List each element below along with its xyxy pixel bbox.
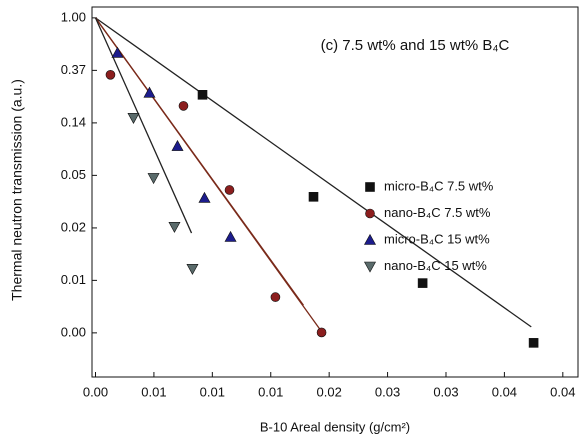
x-tick-label: 0.00: [83, 384, 108, 399]
y-axis-label: Thermal neutron transmission (a.u.): [9, 79, 25, 301]
point: [197, 90, 208, 100]
point: [143, 86, 156, 98]
point: [111, 46, 124, 58]
legend-label: nano-B₄C 7.5 wt%: [384, 205, 491, 220]
x-tick-label: 0.04: [492, 384, 517, 399]
y-tick-label: 0.02: [61, 219, 86, 234]
y-tick-label: 0.37: [61, 62, 86, 77]
y-tick-label: 0.00: [61, 324, 86, 339]
point: [127, 113, 140, 124]
x-tick-label: 0.03: [433, 384, 458, 399]
y-tick-label: 0.01: [61, 272, 86, 287]
point: [105, 70, 116, 80]
x-tick-label: 0.04: [550, 384, 575, 399]
fit-line: [94, 17, 193, 234]
x-tick-label: 0.01: [258, 384, 283, 399]
fit-line: [95, 17, 532, 328]
x-tick-label: 0.01: [141, 384, 166, 399]
legend-label: nano-B₄C 15 wt%: [384, 258, 487, 273]
legend-marker: [363, 233, 377, 245]
x-tick-label: 0.03: [375, 384, 400, 399]
x-tick-label: 0.02: [317, 384, 342, 399]
point: [168, 221, 181, 233]
point: [171, 139, 184, 151]
point: [224, 185, 235, 195]
point: [178, 101, 189, 111]
legend-label: micro-B₄C 15 wt%: [384, 231, 490, 246]
legend-marker: [365, 208, 375, 219]
point: [316, 327, 327, 338]
point: [186, 264, 199, 275]
point: [528, 338, 539, 348]
legend-marker: [363, 261, 377, 273]
point: [308, 192, 319, 202]
point: [417, 278, 428, 288]
point: [270, 292, 281, 302]
x-tick-label: 0.01: [200, 384, 225, 399]
legend-marker: [365, 182, 375, 192]
y-tick-label: 0.14: [61, 114, 86, 129]
point: [224, 230, 237, 242]
point: [147, 173, 160, 185]
plot-frame: [91, 6, 579, 378]
y-tick-label: 1.00: [61, 9, 86, 24]
legend-label: micro-B₄C 7.5 wt%: [384, 178, 494, 193]
point: [198, 191, 211, 203]
y-tick-label: 0.05: [61, 167, 86, 182]
chart-title: (c) 7.5 wt% and 15 wt% B₄C: [321, 37, 510, 54]
x-axis-label: B-10 Areal density (g/cm²): [260, 419, 410, 434]
fit-line: [94, 17, 304, 306]
